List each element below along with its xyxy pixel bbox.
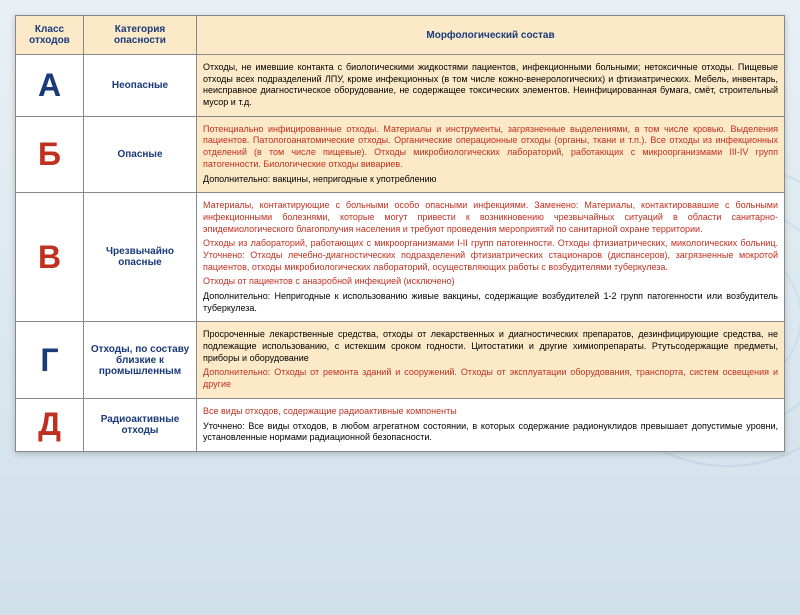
table-row: ВЧрезвычайно опасныеМатериалы, контактир… [16,193,785,322]
description-paragraph: Отходы от пациентов с анаэробной инфекци… [203,276,778,288]
class-cell: Г [16,322,84,398]
table-row: ДРадиоактивные отходы Все виды отходов, с… [16,398,785,451]
description-cell: Все виды отходов, содержащие радиоактивн… [197,398,785,451]
table-row: ГОтходы, по составу близкие к промышленн… [16,322,785,398]
description-paragraph: Отходы из лабораторий, работающих с микр… [203,238,778,273]
description-paragraph: Дополнительно: вакцины, непригодные к уп… [203,174,778,186]
description-paragraph: Дополнительно: Отходы от ремонта зданий … [203,367,778,390]
description-paragraph: Отходы, не имевшие контакта с биологичес… [203,62,778,109]
waste-classification-table: Класс отходов Категория опасности Морфол… [15,15,785,452]
description-cell: Отходы, не имевшие контакта с биологичес… [197,55,785,117]
description-paragraph: Дополнительно: Непригодные к использован… [203,291,778,314]
class-cell: Д [16,398,84,451]
category-cell: Опасные [84,116,197,192]
category-cell: Чрезвычайно опасные [84,193,197,322]
category-cell: Неопасные [84,55,197,117]
description-paragraph: Потенциально инфицированные отходы. Мате… [203,124,778,171]
table-row: АНеопасныеОтходы, не имевшие контакта с … [16,55,785,117]
header-class: Класс отходов [16,16,84,55]
description-paragraph: Все виды отходов, содержащие радиоактивн… [203,406,778,418]
header-composition: Морфологический состав [197,16,785,55]
description-paragraph: Уточнено: Все виды отходов, в любом агре… [203,421,778,444]
description-cell: Материалы, контактирующие с больными осо… [197,193,785,322]
description-paragraph: Просроченные лекарственные средства, отх… [203,329,778,364]
description-paragraph: Материалы, контактирующие с больными осо… [203,200,778,235]
header-category: Категория опасности [84,16,197,55]
class-cell: Б [16,116,84,192]
category-cell: Отходы, по составу близкие к промышленны… [84,322,197,398]
class-cell: А [16,55,84,117]
description-cell: Потенциально инфицированные отходы. Мате… [197,116,785,192]
description-cell: Просроченные лекарственные средства, отх… [197,322,785,398]
table-row: БОпасныеПотенциально инфицированные отхо… [16,116,785,192]
category-cell: Радиоактивные отходы [84,398,197,451]
header-row: Класс отходов Категория опасности Морфол… [16,16,785,55]
class-cell: В [16,193,84,322]
